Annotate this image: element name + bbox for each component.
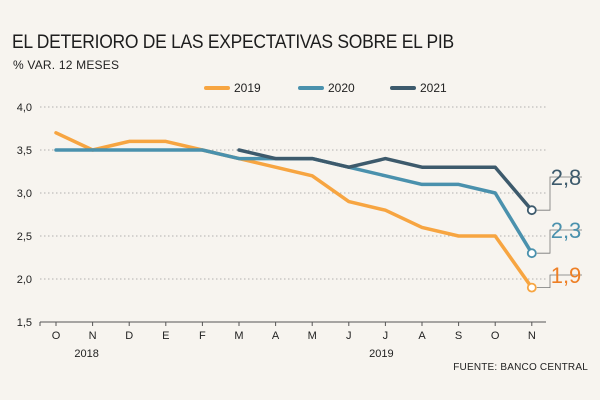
y-tick-label: 2,0 — [17, 274, 32, 286]
x-tick-label: O — [491, 330, 500, 342]
x-tick-label: N — [89, 330, 97, 342]
x-tick-label: F — [199, 330, 206, 342]
series-line-2021 — [237, 148, 534, 212]
y-tick-label: 3,5 — [17, 145, 32, 157]
x-tick-label: S — [455, 330, 462, 342]
x-tick-label: J — [383, 330, 389, 342]
y-tick-label: 3,0 — [17, 188, 32, 200]
x-tick-label: A — [272, 330, 280, 342]
y-tick-label: 4,0 — [17, 102, 32, 114]
end-leader-line — [536, 274, 582, 289]
x-tick-label: M — [234, 330, 243, 342]
year-label: 2019 — [369, 348, 393, 360]
y-tick-label: 2,5 — [17, 231, 32, 243]
end-value-label-2021: 2,8 — [551, 165, 582, 190]
x-tick-label: N — [528, 330, 536, 342]
chart-subtitle: % VAR. 12 MESES — [13, 58, 120, 72]
x-tick-label: D — [125, 330, 133, 342]
end-value-label-2019: 1,9 — [551, 263, 582, 288]
legend-label-2020: 2020 — [328, 81, 355, 95]
x-tick-label: J — [346, 330, 352, 342]
end-marker-2020 — [526, 248, 537, 259]
x-tick-label: O — [52, 330, 61, 342]
series-line-2019 — [54, 131, 534, 290]
x-tick-label: M — [308, 330, 317, 342]
source-note: FUENTE: BANCO CENTRAL — [453, 362, 588, 373]
y-tick-label: 1,5 — [17, 317, 32, 329]
chart-title: EL DETERIORO DE LAS EXPECTATIVAS SOBRE E… — [12, 32, 454, 53]
x-tick-label: E — [162, 330, 169, 342]
end-leader-line — [536, 229, 582, 254]
end-value-label-2020: 2,3 — [551, 218, 582, 243]
end-marker-2021 — [526, 205, 537, 216]
legend-label-2021: 2021 — [420, 81, 447, 95]
year-label: 2018 — [74, 348, 98, 360]
x-tick-label: A — [418, 330, 426, 342]
end-marker-2019 — [526, 282, 537, 293]
end-leader-line — [536, 176, 582, 211]
legend-label-2019: 2019 — [234, 81, 261, 95]
